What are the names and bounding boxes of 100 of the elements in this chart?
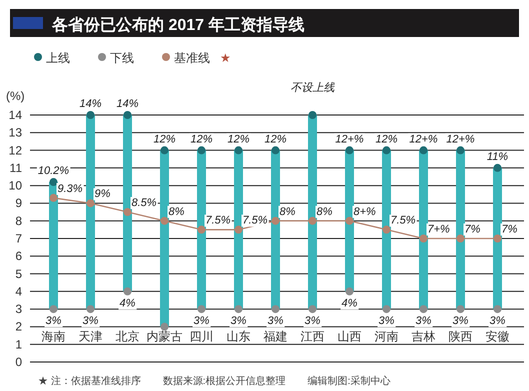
- bar: [86, 115, 95, 310]
- data-label: 12%: [227, 133, 250, 146]
- data-label: 14%: [116, 98, 139, 110]
- point: [160, 216, 168, 225]
- point: [198, 146, 206, 154]
- point: [308, 305, 316, 314]
- bar: [456, 150, 465, 310]
- legend-label: 下线: [110, 51, 134, 65]
- point: [124, 208, 132, 216]
- data-label: 4%: [342, 297, 358, 310]
- point: [346, 216, 354, 225]
- point: [50, 305, 58, 314]
- data-label: 9%: [94, 188, 111, 200]
- point: [456, 234, 464, 242]
- bar: [308, 115, 317, 310]
- point: [198, 305, 206, 314]
- point: [456, 146, 464, 154]
- y-tick-label: 3: [15, 302, 22, 316]
- data-label: 12%: [190, 133, 213, 146]
- legend-label: 基准线: [174, 51, 210, 65]
- bar: [271, 150, 280, 310]
- data-label: 14%: [79, 98, 102, 110]
- data-label: 7.5%: [242, 214, 268, 227]
- point: [198, 226, 206, 234]
- data-label: 8%: [168, 206, 185, 218]
- text: ★ 注：依据基准线排序: [38, 375, 141, 387]
- point: [272, 305, 280, 314]
- point: [494, 164, 502, 172]
- point: [86, 305, 94, 314]
- bar: [382, 150, 391, 310]
- y-tick-label: 6: [15, 249, 22, 264]
- point: [234, 146, 242, 154]
- point: [494, 305, 502, 314]
- data-label: 12%: [264, 133, 287, 146]
- x-tick-label: 四川: [190, 330, 214, 344]
- point: [50, 194, 58, 202]
- point: [382, 226, 390, 234]
- data-label: 7%: [464, 224, 481, 236]
- bar: [197, 150, 206, 310]
- x-tick-label: 陕西: [448, 330, 472, 344]
- data-label: 10.2%: [38, 165, 70, 178]
- data-label: 3%: [194, 315, 210, 328]
- bar: [160, 150, 169, 327]
- data-label: 7%: [502, 224, 518, 236]
- y-axis-title: (%): [6, 89, 25, 103]
- point: [124, 111, 132, 119]
- y-tick-label: 10: [8, 178, 22, 193]
- data-label: 8.5%: [132, 197, 157, 210]
- data-label: 3%: [230, 315, 247, 328]
- x-tick-label: 海南: [42, 330, 66, 344]
- y-tick-label: 4: [15, 284, 22, 298]
- data-label: 7+%: [428, 224, 450, 236]
- point: [86, 199, 94, 208]
- data-label: 12+%: [409, 133, 438, 146]
- data-label: 9.3%: [58, 182, 83, 195]
- y-tick-label: 2: [15, 320, 22, 334]
- point: [382, 146, 390, 154]
- data-label: 3%: [378, 315, 395, 328]
- source-note: 数据来源:根据公开信息整理: [162, 375, 286, 387]
- bar: [123, 115, 132, 292]
- data-label: 4%: [120, 297, 136, 310]
- y-tick-label: 5: [15, 266, 22, 281]
- point: [234, 305, 242, 314]
- data-label: 3%: [82, 315, 99, 328]
- x-tick-label: 内蒙古: [146, 330, 182, 344]
- point: [272, 146, 280, 154]
- bar: [49, 182, 58, 310]
- data-label: 3%: [490, 315, 506, 328]
- chart-title: 各省份已公布的 2017 年工资指导线: [51, 16, 304, 34]
- y-tick-label: 9: [15, 196, 22, 210]
- data-label: 8+%: [354, 206, 376, 218]
- point: [420, 146, 428, 154]
- data-label: 12+%: [335, 133, 364, 146]
- x-tick-label: 江西: [300, 330, 324, 344]
- point: [346, 287, 354, 296]
- point: [346, 146, 354, 154]
- x-tick-label: 天津: [78, 330, 102, 344]
- x-tick-label: 北京: [116, 330, 140, 344]
- text: ★: [220, 51, 231, 65]
- x-tick-label: 山西: [338, 330, 362, 344]
- y-tick-label: 12: [8, 143, 22, 158]
- x-tick-label: 河南: [374, 330, 398, 344]
- bar: [493, 168, 502, 310]
- y-tick-label: 7: [15, 232, 22, 246]
- bar: [419, 150, 428, 310]
- point: [420, 234, 428, 242]
- point: [308, 216, 316, 225]
- data-label: 3%: [268, 315, 284, 328]
- point: [234, 226, 242, 234]
- y-tick-label: 0: [15, 355, 22, 369]
- y-tick-label: 13: [8, 126, 22, 140]
- y-tick-label: 1: [15, 337, 22, 352]
- data-label: 3%: [452, 315, 469, 328]
- point: [420, 305, 428, 314]
- point: [124, 287, 132, 296]
- point: [308, 111, 316, 119]
- legend-label: 上线: [46, 51, 70, 65]
- point: [50, 178, 58, 186]
- data-label: 7.5%: [390, 214, 416, 227]
- x-tick-label: 安徽: [486, 330, 510, 344]
